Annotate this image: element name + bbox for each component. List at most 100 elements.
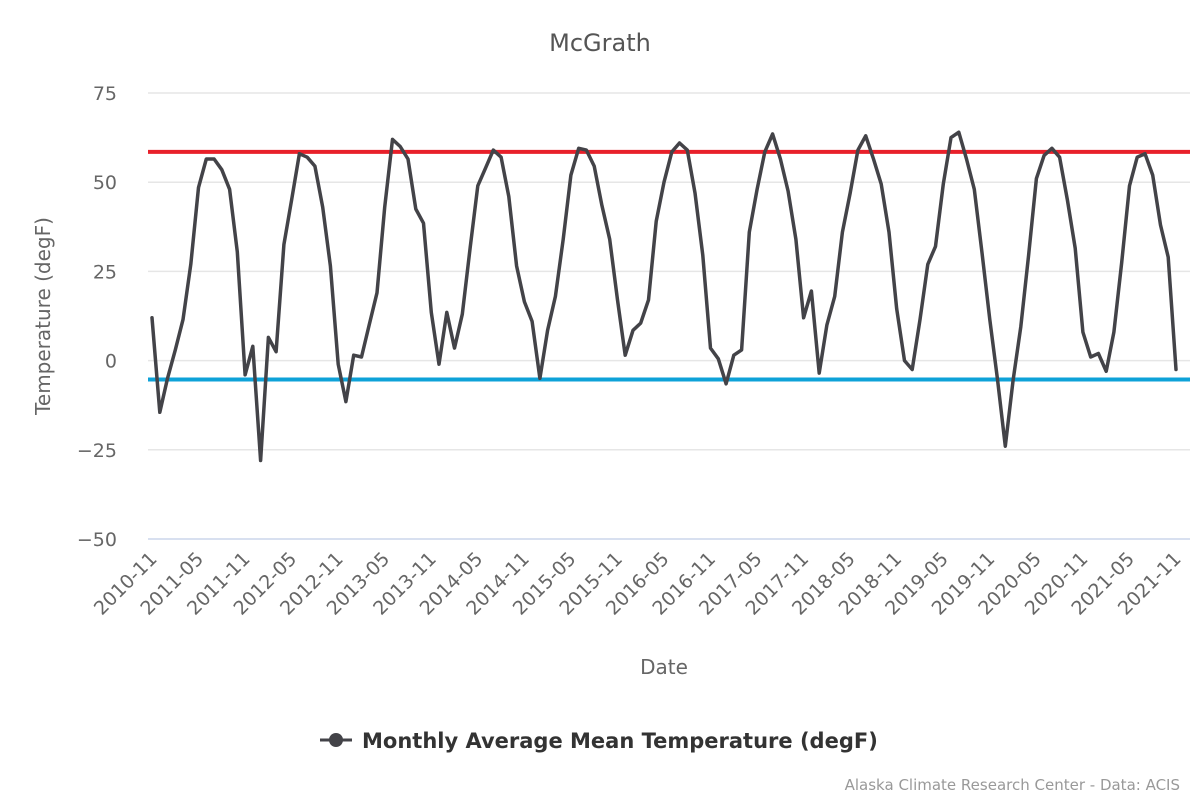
data-point[interactable] (453, 346, 457, 350)
data-point[interactable] (972, 187, 976, 191)
data-point[interactable] (949, 136, 953, 140)
data-point[interactable] (538, 376, 542, 380)
data-point[interactable] (1166, 255, 1170, 259)
data-point[interactable] (1034, 177, 1038, 181)
data-point[interactable] (1011, 378, 1015, 382)
data-point[interactable] (584, 148, 588, 152)
data-point[interactable] (297, 152, 301, 156)
data-point[interactable] (1158, 223, 1162, 227)
data-point[interactable] (1027, 253, 1031, 257)
data-point[interactable] (352, 353, 356, 357)
data-point[interactable] (1135, 155, 1139, 159)
data-point[interactable] (623, 353, 627, 357)
data-point[interactable] (569, 173, 573, 177)
data-point[interactable] (305, 155, 309, 159)
data-point[interactable] (654, 219, 658, 223)
data-point[interactable] (1073, 246, 1077, 250)
data-point[interactable] (1104, 369, 1108, 373)
data-point[interactable] (476, 184, 480, 188)
data-point[interactable] (468, 246, 472, 250)
data-point[interactable] (864, 134, 868, 138)
data-point[interactable] (817, 371, 821, 375)
data-point[interactable] (1112, 330, 1116, 334)
data-point[interactable] (491, 148, 495, 152)
data-point[interactable] (290, 198, 294, 202)
data-point[interactable] (158, 410, 162, 414)
data-point[interactable] (166, 376, 170, 380)
data-point[interactable] (173, 348, 177, 352)
data-point[interactable] (197, 186, 201, 190)
data-point[interactable] (437, 362, 441, 366)
data-point[interactable] (840, 230, 844, 234)
data-point[interactable] (740, 348, 744, 352)
data-point[interactable] (1050, 146, 1054, 150)
data-point[interactable] (1081, 330, 1085, 334)
data-point[interactable] (282, 243, 286, 247)
data-point[interactable] (1019, 325, 1023, 329)
data-point[interactable] (685, 148, 689, 152)
data-point[interactable] (251, 344, 255, 348)
data-point[interactable] (507, 194, 511, 198)
data-point[interactable] (243, 373, 247, 377)
data-point[interactable] (724, 382, 728, 386)
data-point[interactable] (313, 164, 317, 168)
data-point[interactable] (577, 146, 581, 150)
data-point[interactable] (670, 150, 674, 154)
data-point[interactable] (678, 141, 682, 145)
data-point[interactable] (701, 253, 705, 257)
data-point[interactable] (530, 319, 534, 323)
data-point[interactable] (460, 312, 464, 316)
data-point[interactable] (957, 130, 961, 134)
data-point[interactable] (1151, 173, 1155, 177)
data-point[interactable] (445, 310, 449, 314)
data-point[interactable] (1003, 444, 1007, 448)
legend-item[interactable]: Monthly Average Mean Temperature (degF) (320, 729, 878, 753)
data-point[interactable] (693, 191, 697, 195)
data-point[interactable] (321, 205, 325, 209)
data-point[interactable] (561, 237, 565, 241)
data-point[interactable] (631, 328, 635, 332)
data-point[interactable] (336, 362, 340, 366)
data-point[interactable] (390, 137, 394, 141)
data-point[interactable] (980, 252, 984, 256)
data-point[interactable] (856, 148, 860, 152)
data-point[interactable] (1042, 153, 1046, 157)
data-point[interactable] (716, 357, 720, 361)
data-point[interactable] (359, 355, 363, 359)
data-point[interactable] (484, 166, 488, 170)
data-point[interactable] (902, 359, 906, 363)
data-point[interactable] (879, 182, 883, 186)
data-point[interactable] (934, 244, 938, 248)
data-point[interactable] (1120, 260, 1124, 264)
data-point[interactable] (150, 316, 154, 320)
data-point[interactable] (786, 189, 790, 193)
data-point[interactable] (771, 132, 775, 136)
data-point[interactable] (181, 318, 185, 322)
data-point[interactable] (1174, 368, 1178, 372)
data-point[interactable] (996, 378, 1000, 382)
data-point[interactable] (887, 230, 891, 234)
data-point[interactable] (988, 318, 992, 322)
data-point[interactable] (522, 300, 526, 304)
data-point[interactable] (414, 207, 418, 211)
data-point[interactable] (871, 157, 875, 161)
data-point[interactable] (383, 205, 387, 209)
data-point[interactable] (794, 237, 798, 241)
data-point[interactable] (918, 318, 922, 322)
data-point[interactable] (406, 157, 410, 161)
data-point[interactable] (1065, 198, 1069, 202)
data-point[interactable] (1143, 152, 1147, 156)
data-point[interactable] (1096, 351, 1100, 355)
data-point[interactable] (910, 368, 914, 372)
data-point[interactable] (367, 323, 371, 327)
data-point[interactable] (763, 150, 767, 154)
data-point[interactable] (732, 353, 736, 357)
data-point[interactable] (344, 400, 348, 404)
data-point[interactable] (600, 203, 604, 207)
data-point[interactable] (941, 182, 945, 186)
data-point[interactable] (802, 316, 806, 320)
data-point[interactable] (965, 157, 969, 161)
data-point[interactable] (220, 168, 224, 172)
data-point[interactable] (1127, 184, 1131, 188)
data-point[interactable] (662, 180, 666, 184)
